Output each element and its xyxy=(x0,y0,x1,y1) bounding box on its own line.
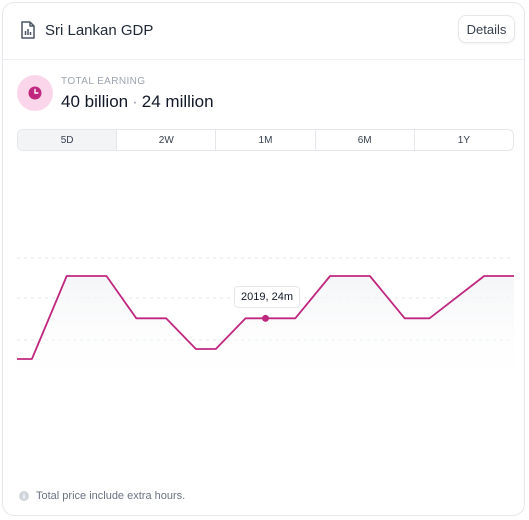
range-tabs: 5D 2W 1M 6M 1Y xyxy=(17,129,514,151)
gdp-line-chart xyxy=(17,257,514,393)
kpi-separator: · xyxy=(132,92,138,111)
tab-2w[interactable]: 2W xyxy=(117,130,217,150)
kpi-value: 40 billion · 24 million xyxy=(61,92,214,112)
kpi-value-primary: 40 billion xyxy=(61,92,129,111)
tab-1m[interactable]: 1M xyxy=(216,130,316,150)
footer-note: Total price include extra hours. xyxy=(19,490,185,502)
kpi-value-secondary: 24 million xyxy=(141,92,214,111)
kpi-label: TOTAL EARNING xyxy=(61,76,146,87)
card-title: Sri Lankan GDP xyxy=(45,22,154,39)
tab-1y[interactable]: 1Y xyxy=(457,134,471,146)
earning-badge xyxy=(17,75,53,111)
details-button[interactable]: Details xyxy=(458,15,515,43)
gdp-card: Sri Lankan GDP Details TOTAL EARNING 40 … xyxy=(2,2,525,516)
card-header: Sri Lankan GDP Details xyxy=(3,3,524,60)
info-icon xyxy=(19,491,29,501)
highlight-point[interactable] xyxy=(262,314,269,322)
chart-tooltip: 2019, 24m xyxy=(234,286,300,308)
tab-5d[interactable]: 5D xyxy=(18,130,118,150)
series-line xyxy=(17,275,514,360)
tab-6m[interactable]: 6M xyxy=(316,130,415,150)
document-chart-icon xyxy=(21,21,35,39)
clock-icon xyxy=(28,86,42,100)
footer-text: Total price include extra hours. xyxy=(36,490,186,502)
chart-area-fill xyxy=(17,276,514,393)
